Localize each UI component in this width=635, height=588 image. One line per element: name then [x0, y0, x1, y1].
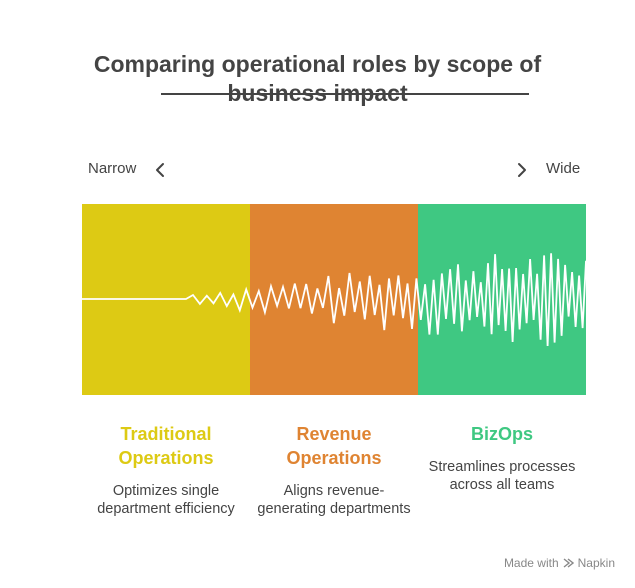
scale-narrow-label: Narrow: [88, 160, 137, 177]
waveform-line: [82, 253, 586, 347]
scale-wide-label: Wide: [546, 160, 581, 177]
made-with-label: Made with: [503, 556, 559, 570]
traditional-operations-column: Traditional Operations Optimizes single …: [82, 422, 250, 518]
bizops-title: BizOps: [470, 424, 533, 444]
chevron-left-icon: [156, 163, 164, 177]
title-strikethrough-line: [161, 93, 529, 95]
bizops-column: BizOps Streamlines processes across all …: [418, 422, 586, 494]
traditional-operations-description: Optimizes single department efficiency: [97, 483, 235, 517]
revenue-operations-band: [250, 204, 418, 395]
revenue-operations-column: Revenue Operations Aligns revenue-genera…: [250, 422, 418, 518]
chevron-right-icon: [518, 163, 526, 177]
napkin-logo-icon: [563, 558, 574, 568]
traditional-operations-title: Traditional Operations: [118, 424, 214, 468]
revenue-operations-title: Revenue Operations: [286, 424, 382, 468]
revenue-operations-description: Aligns revenue-generating departments: [257, 483, 411, 517]
bizops-band: [418, 204, 586, 395]
made-with-napkin-footer: Made with Napkin: [504, 556, 615, 570]
napkin-brand-label: Napkin: [577, 556, 615, 570]
bizops-description: Streamlines processes across all teams: [428, 459, 576, 493]
diagram-title: Comparing operational roles by scope of …: [93, 51, 542, 106]
